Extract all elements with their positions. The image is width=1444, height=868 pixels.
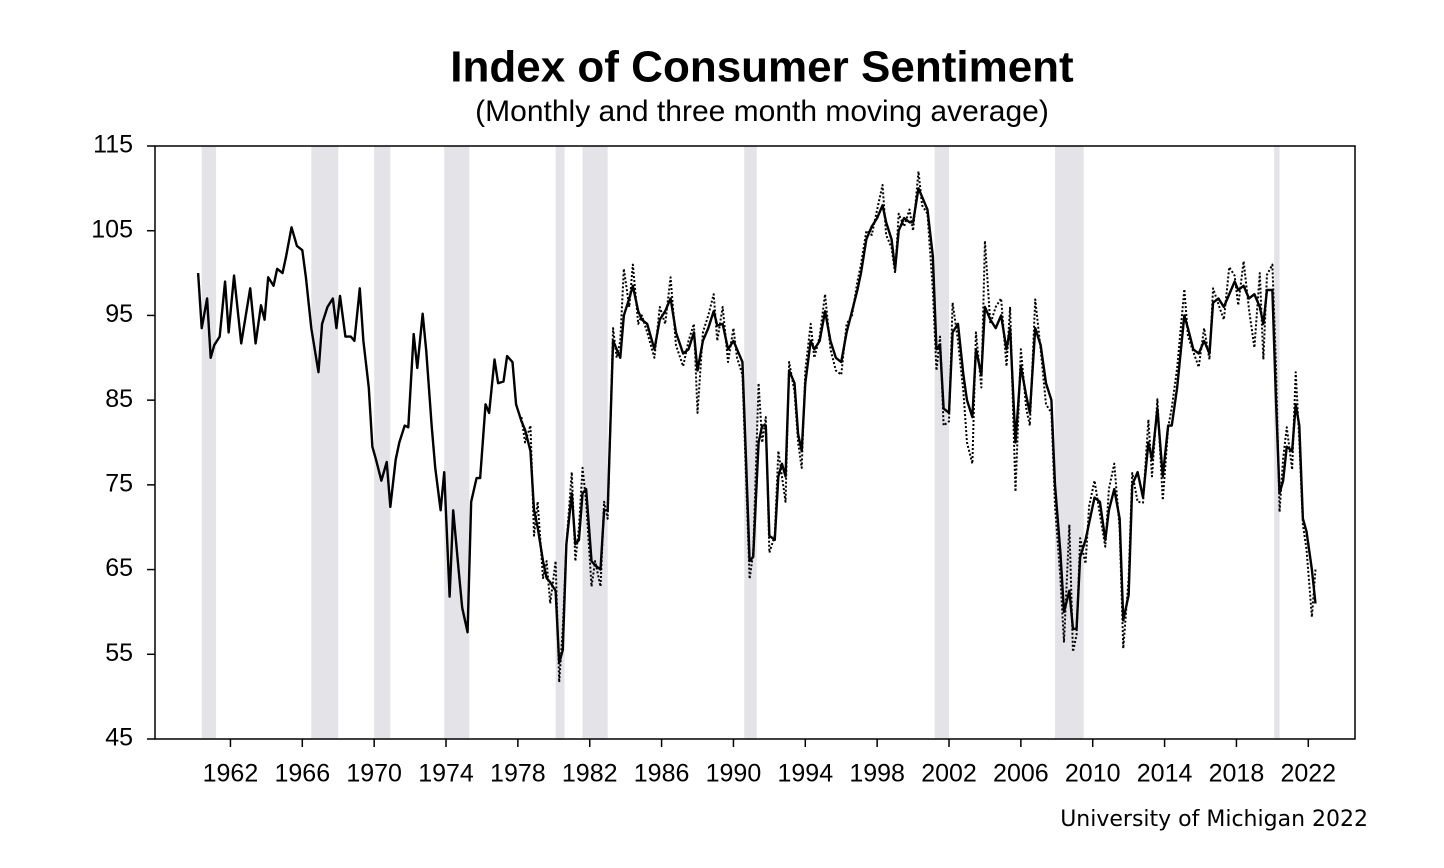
x-tick-label: 1982	[562, 760, 618, 788]
y-tick-label: 55	[105, 639, 133, 667]
x-tick-label: 2018	[1209, 760, 1265, 788]
x-tick-label: 1970	[346, 760, 402, 788]
x-tick-label: 2014	[1137, 760, 1193, 788]
x-tick-label: 1978	[490, 760, 546, 788]
y-tick-label: 75	[105, 469, 133, 497]
shaded-period	[311, 146, 339, 739]
shaded-period	[374, 146, 391, 739]
x-tick-label: 2010	[1065, 760, 1121, 788]
x-tick-label: 1974	[418, 760, 474, 788]
source-note: University of Michigan 2022	[1060, 807, 1368, 832]
y-tick-label: 95	[105, 300, 133, 328]
x-tick-label: 1998	[849, 760, 905, 788]
y-tick-label: 115	[93, 131, 133, 159]
x-tick-label: 1994	[777, 760, 833, 788]
shaded-period	[934, 146, 950, 739]
y-tick-label: 65	[105, 554, 133, 582]
shaded-period	[1055, 146, 1084, 739]
x-tick-label: 2002	[921, 760, 977, 788]
chart-subtitle: (Monthly and three month moving average)	[475, 95, 1049, 128]
x-tick-label: 1986	[634, 760, 690, 788]
shaded-period	[555, 146, 565, 739]
x-tick-label: 2006	[993, 760, 1049, 788]
shaded-period	[201, 146, 217, 739]
plot-frame	[154, 145, 1356, 740]
y-tick-label: 85	[105, 385, 133, 413]
shaded-period	[444, 146, 470, 739]
x-tick-label: 1990	[706, 760, 762, 788]
x-tick-label: 1962	[203, 760, 259, 788]
x-tick-label: 1966	[274, 760, 330, 788]
shaded-period	[744, 146, 757, 739]
chart-title: Index of Consumer Sentiment	[450, 43, 1074, 92]
average-line	[196, 187, 1317, 664]
shaded-period	[582, 146, 608, 739]
y-tick-label: 105	[91, 215, 133, 243]
y-tick-label: 45	[105, 724, 133, 752]
monthly-line	[520, 170, 1317, 684]
x-tick-label: 2022	[1280, 760, 1336, 788]
